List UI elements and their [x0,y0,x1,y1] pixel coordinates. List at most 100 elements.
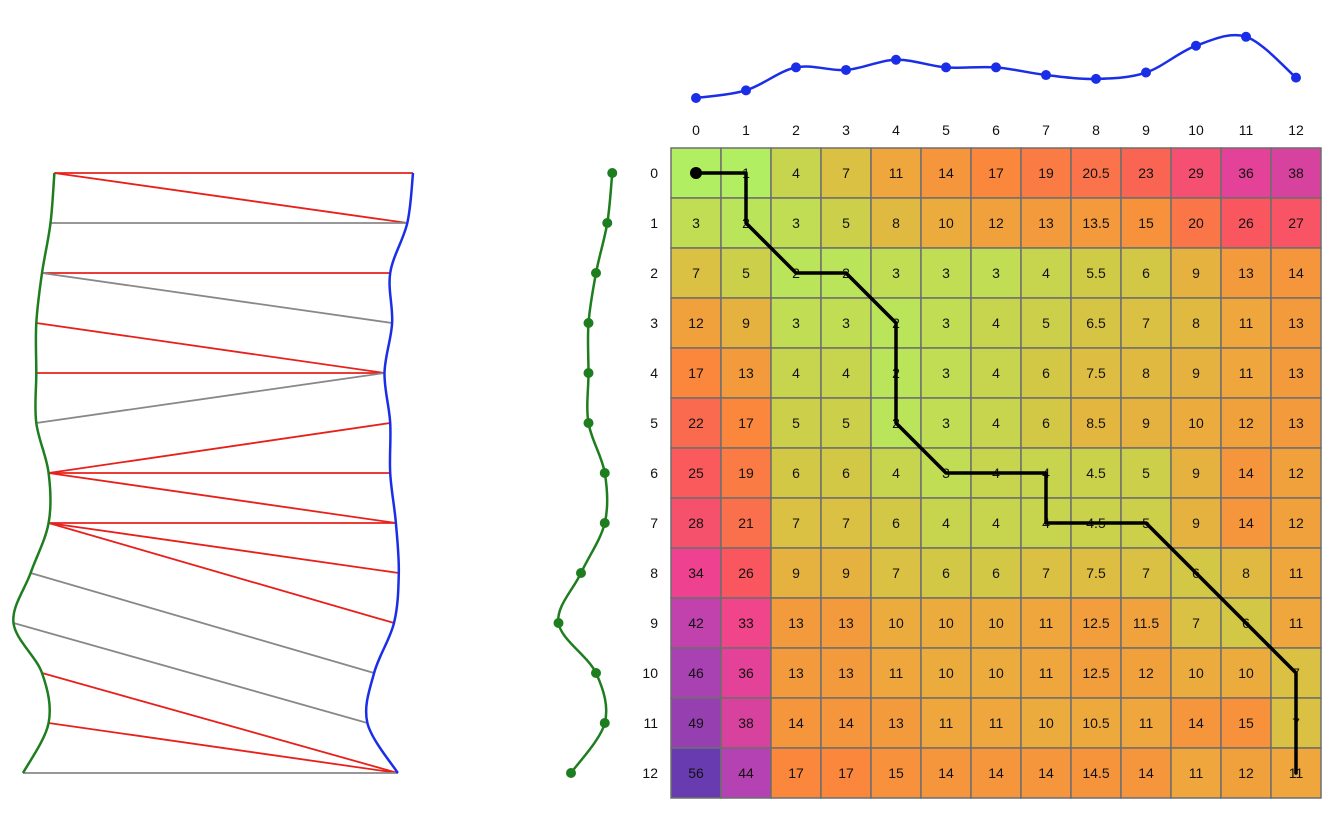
matrix-cell-value: 9 [792,565,800,581]
matrix-cell [1220,547,1272,599]
matrix-cell-value: 14 [1138,765,1154,781]
matrix-cell-value: 12 [1288,465,1304,481]
row-label: 3 [650,315,658,331]
matrix-cell-value: 10 [938,215,954,231]
matrix-cell [670,197,722,249]
matrix-cell [1170,447,1222,499]
column-label: 6 [992,122,1000,138]
matrix-cell-value: 12 [988,215,1004,231]
top-series-point [991,62,1001,73]
matrix-cell-value: 46 [688,665,704,681]
matrix-cell [1170,697,1222,749]
left-series-point [599,718,610,728]
matrix-cell [870,447,922,499]
top-series-point [1091,73,1101,84]
matrix-cell-value: 13 [1038,215,1054,231]
matrix-cell-value: 11 [939,715,954,731]
matrix-cell [1270,147,1322,199]
matrix-cell [1220,247,1272,299]
matrix-cell [920,747,972,799]
matrix-cell [1120,297,1172,349]
matrix-cell-value: 5.5 [1086,265,1106,281]
matrix-cell-value: 12 [1138,665,1154,681]
alignment-green-series [12,172,56,774]
matrix-cell [1020,597,1072,649]
matrix-cell-value: 12.5 [1082,665,1109,681]
matrix-cell [920,647,972,699]
matrix-cell [820,197,872,249]
matrix-cell-value: 25 [688,465,704,481]
matrix-cell-value: 12 [1238,415,1254,431]
matrix-cell-value: 11 [1189,765,1204,781]
matrix-cell-value: 6 [992,565,1000,581]
matrix-cell-value: 14 [988,765,1004,781]
matrix-cell-value: 17 [838,765,854,781]
top-series-plot [691,31,1301,103]
matrix-cell [1170,747,1222,799]
matrix-cell [820,297,872,349]
matrix-cell-value: 10 [1188,665,1204,681]
matrix-cell-value: 11 [1039,615,1054,631]
matrix-cell [720,747,772,799]
matrix-cell [1070,647,1122,699]
matrix-cell-value: 3 [792,315,800,331]
alignment-panel [12,172,415,774]
matrix-cell-value: 9 [1192,365,1200,381]
matrix-cell-value: 4 [942,515,950,531]
top-series-point [1191,40,1201,51]
matrix-cell [920,547,972,599]
matrix-cell [870,597,922,649]
column-label: 1 [742,122,750,138]
matrix-cell-value: 3 [992,265,1000,281]
warping-path-layer [690,167,1298,775]
matrix-cell-value: 8 [1192,315,1200,331]
matrix-cell-value: 4 [992,515,1000,531]
matrix-cell-value: 7 [1142,315,1150,331]
matrix-cell [670,447,722,499]
matrix-cell-value: 9 [1192,515,1200,531]
row-label: 6 [650,465,658,481]
matrix-cell [820,497,872,549]
matrix-cell [870,547,922,599]
matrix-cell-value: 6.5 [1086,315,1106,331]
matrix-cell-value: 13 [738,365,754,381]
alignment-connections [13,172,413,774]
matrix-cell-value: 14 [838,715,854,731]
matrix-cell [1270,597,1322,649]
top-series-point [741,85,751,96]
alignment-connection [48,422,391,474]
left-series-point [583,318,594,328]
matrix-cell-value: 12 [1288,515,1304,531]
matrix-cell-value: 13 [1238,265,1254,281]
matrix-cell-value: 3 [892,265,900,281]
matrix-cell-value: 13 [1288,415,1304,431]
warping-path-start [690,167,702,179]
matrix-cell-value: 4 [992,315,1000,331]
column-label: 11 [1239,122,1254,138]
matrix-cell [1220,747,1272,799]
matrix-cell-value: 13 [1288,365,1304,381]
matrix-cell-value: 13 [838,665,854,681]
matrix-cell [820,447,872,499]
left-series-point [583,368,594,378]
matrix-cell [1120,347,1172,399]
matrix-cell [920,697,972,749]
matrix-cell-value: 7 [842,515,850,531]
matrix-cell [820,147,872,199]
matrix-cell [770,397,822,449]
matrix-cell-value: 15 [1238,715,1254,731]
matrix-cell-value: 7.5 [1086,565,1106,581]
matrix-cell [720,347,772,399]
column-label: 2 [792,122,800,138]
matrix-cell-value: 13 [888,715,904,731]
matrix-cell [1020,197,1072,249]
matrix-cell-value: 12 [688,315,704,331]
matrix-cell [1220,697,1272,749]
matrix-cell-value: 29 [1188,165,1204,181]
matrix-cell [720,397,772,449]
matrix-cell-value: 4 [892,465,900,481]
matrix-cell [1070,447,1122,499]
matrix-cell-value: 14 [1038,765,1054,781]
matrix-cell [670,647,722,699]
column-label: 10 [1188,122,1204,138]
